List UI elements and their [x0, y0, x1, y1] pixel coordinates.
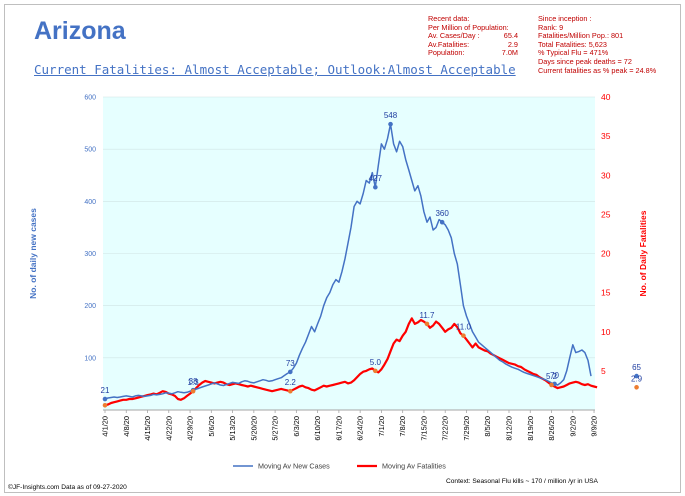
cases-marker: [287, 369, 293, 375]
inception-line: Since inception :: [538, 14, 592, 23]
inception-line: % Typical Flu = 471%: [538, 48, 609, 58]
inception-line: Fatalities/Million Pop.: 801: [538, 31, 624, 41]
recent-label: Per Million of Population:: [428, 22, 509, 32]
recent-label: Av. Cases/Day :: [428, 31, 480, 41]
cases-data-label: 548: [384, 111, 398, 120]
cases-data-label: 360: [435, 209, 449, 218]
x-tick-label: 9/9/20: [590, 416, 599, 437]
left-tick-label: 600: [84, 95, 96, 102]
x-tick-label: 5/6/20: [207, 416, 216, 437]
footer-credit: ©JF-Insights.com Data as of 09-27-2020: [8, 484, 127, 491]
fatalities-data-label: 11.7: [419, 311, 435, 320]
x-tick-label: 7/22/20: [441, 416, 450, 441]
fatalities-data-label: 5.2: [546, 372, 558, 381]
x-tick-label: 4/15/20: [143, 416, 152, 441]
fatalities-marker: [102, 403, 108, 408]
x-tick-label: 9/2/20: [568, 416, 577, 437]
x-tick-label: 4/22/20: [164, 416, 173, 441]
fatalities-marker: [424, 321, 430, 327]
inception-line: Days since peak deaths = 72: [538, 56, 632, 66]
legend-label-cases: Moving Av New Cases: [258, 462, 330, 471]
x-tick-label: 7/29/20: [462, 416, 471, 441]
y-axis-right-title: No. of Daily Fatalities: [638, 210, 648, 296]
x-tick-label: 4/8/20: [122, 416, 131, 437]
recent-data-values: 65.4 2.9 7.0M: [490, 15, 518, 58]
chart-subtitle: Current Fatalities: Almost Acceptable; O…: [34, 62, 516, 77]
x-tick-label: 6/3/20: [292, 416, 301, 437]
fatalities-marker: [549, 382, 554, 388]
legend-label-fatalities: Moving Av Fatalities: [382, 462, 446, 471]
chart-title: Arizona: [34, 17, 126, 45]
fatalities-marker: [190, 388, 196, 394]
recent-label: Recent data:: [428, 14, 470, 23]
x-tick-label: 7/15/20: [419, 416, 428, 441]
right-tick-label: 30: [601, 170, 611, 180]
cases-data-label: 65: [632, 363, 641, 372]
x-tick-label: 4/29/20: [186, 416, 195, 441]
left-tick-label: 200: [84, 303, 96, 310]
x-tick-label: 5/13/20: [228, 416, 237, 441]
cases-data-label: 38: [189, 377, 198, 386]
footer-context: Context: Seasonal Flu kills ~ 170 / mill…: [446, 478, 598, 485]
inception-line: Rank: 9: [538, 22, 564, 32]
fatalities-data-label: 11.0: [456, 323, 472, 332]
inception-line: Current fatalities as % peak = 24.8%: [538, 65, 657, 75]
fatalities-data-label: 2.9: [631, 374, 643, 383]
fatalities-marker: [287, 388, 293, 394]
x-tick-label: 6/24/20: [356, 416, 365, 441]
cases-data-label: 70: [550, 371, 559, 380]
right-tick-label: 40: [601, 92, 611, 102]
left-tick-label: 400: [84, 199, 96, 206]
left-tick-label: 500: [84, 147, 96, 154]
x-tick-label: 7/1/20: [377, 416, 386, 437]
x-tick-label: 7/8/20: [398, 416, 407, 437]
right-tick-label: 15: [601, 288, 611, 298]
fatalities-data-label: 2.2: [285, 378, 297, 387]
left-tick-label: 100: [84, 355, 96, 362]
recent-label: Av.Fatalities:: [428, 39, 470, 49]
x-tick-label: 6/17/20: [334, 416, 343, 441]
cases-data-label: 73: [286, 359, 295, 368]
recent-value: 2.9: [507, 39, 518, 49]
right-tick-label: 35: [601, 131, 611, 141]
cases-marker: [439, 219, 445, 225]
x-tick-label: 5/20/20: [249, 416, 258, 441]
fatalities-marker: [461, 333, 466, 338]
right-tick-label: 20: [601, 249, 611, 259]
recent-data-labels: Recent data: Per Million of Population: …: [428, 14, 509, 58]
inception-line: Total Fatalities: 5,623: [538, 39, 607, 49]
left-tick-label: 300: [84, 251, 96, 258]
inception-stats: Since inception : Rank: 9 Fatalities/Mil…: [538, 14, 657, 75]
fatalities-marker: [634, 385, 639, 390]
x-tick-label: 6/10/20: [313, 416, 322, 441]
x-tick-label: 8/26/20: [547, 416, 556, 441]
x-tick-label: 8/5/20: [483, 416, 492, 437]
recent-value: 7.0M: [501, 48, 518, 58]
right-tick-label: 5: [601, 366, 606, 376]
right-tick-label: 25: [601, 209, 611, 219]
x-tick-label: 8/19/20: [526, 416, 535, 441]
cases-data-label: 21: [101, 386, 110, 395]
fatalities-marker: [373, 368, 378, 374]
fatalities-data-label: 5.0: [370, 358, 382, 367]
cases-marker: [388, 121, 393, 127]
y-axis-title: No. of daily new cases: [28, 208, 38, 299]
chart-frame: [4, 4, 681, 493]
recent-label: Population:: [428, 48, 465, 58]
cases-marker: [102, 396, 108, 402]
x-tick-label: 8/12/20: [504, 416, 513, 441]
x-tick-label: 4/1/20: [101, 416, 110, 437]
cases-marker: [373, 184, 378, 190]
cases-marker: [634, 373, 639, 379]
x-tick-label: 5/27/20: [271, 416, 280, 441]
fatalities-line: [104, 317, 598, 407]
recent-value: 65.4: [503, 31, 518, 41]
fatalities-data-label: 1.3: [188, 378, 200, 387]
cases-line: [104, 123, 592, 400]
cases-data-label: 427: [369, 174, 383, 183]
right-tick-label: 10: [601, 327, 611, 337]
